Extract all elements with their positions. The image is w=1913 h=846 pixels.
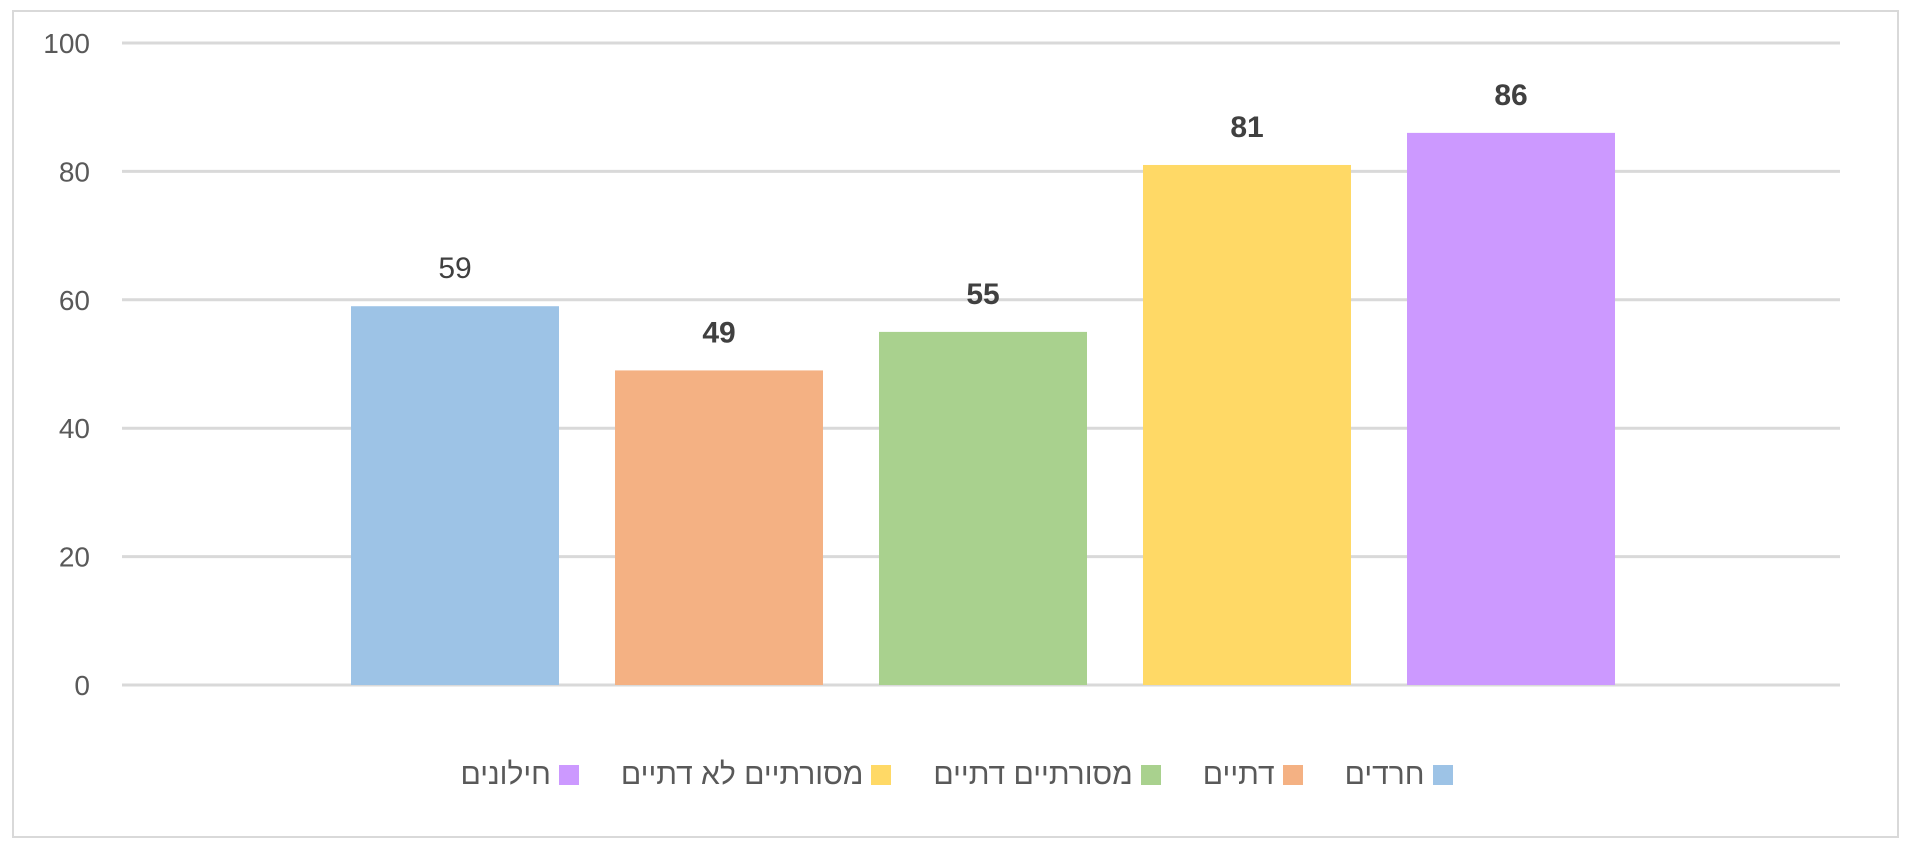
data-label-3: 55 <box>966 278 999 311</box>
legend: חרדים דתיים מסורתיים דתיים מסורתיים לא דתיי… <box>0 755 1913 795</box>
y-tick-label: 20 <box>59 542 90 573</box>
bars <box>351 132 1615 686</box>
legend-item: מסורתיים לא דתיים <box>620 758 892 792</box>
legend-item: חילונים <box>460 758 579 792</box>
y-tick-label: 40 <box>59 413 90 444</box>
data-label-1: 59 <box>438 252 471 285</box>
legend-label: חרדים <box>1344 758 1425 791</box>
bar-3 <box>879 331 1087 685</box>
y-tick-label: 60 <box>59 285 90 316</box>
bar-5 <box>1407 132 1615 685</box>
legend-item: חרדים <box>1345 758 1453 792</box>
legend-label: מסורתיים דתיים <box>933 758 1133 791</box>
legend-swatch <box>871 765 892 785</box>
legend-swatch <box>1140 765 1161 785</box>
legend-swatch <box>1432 765 1453 785</box>
legend-swatch <box>558 765 579 785</box>
data-label-4: 81 <box>1230 111 1263 144</box>
legend-label: חילונים <box>460 758 551 791</box>
legend-item: מסורתיים דתיים <box>933 758 1161 792</box>
data-label-5: 86 <box>1494 79 1527 112</box>
legend-swatch <box>1282 765 1303 785</box>
y-tick-label: 80 <box>59 156 90 187</box>
data-label-2: 49 <box>702 316 735 349</box>
y-tick-label: 100 <box>43 28 90 59</box>
y-axis: 0 20 40 60 80 100 <box>43 28 90 701</box>
legend-label: מסורתיים לא דתיים <box>620 758 864 791</box>
bar-2 <box>615 370 823 685</box>
y-tick-label: 0 <box>74 670 90 701</box>
legend-label: דתיים <box>1202 758 1275 791</box>
data-labels: 59 49 55 81 86 <box>438 79 1527 350</box>
bar-1 <box>351 306 559 685</box>
bar-4 <box>1143 164 1351 686</box>
legend-item: דתיים <box>1203 758 1303 792</box>
